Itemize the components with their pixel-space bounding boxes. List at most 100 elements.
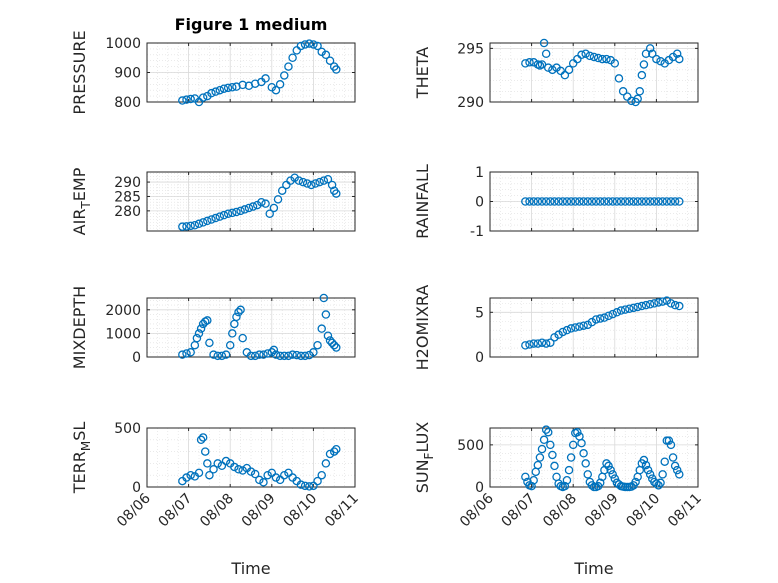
data-point [194, 219, 204, 229]
data-point [209, 350, 218, 359]
data-point [583, 197, 593, 206]
data-point [543, 63, 553, 72]
data-point [284, 468, 293, 478]
y-axis-label-part: EMP [70, 167, 89, 201]
data-point [554, 330, 563, 339]
x-tick-label: 08/11 [322, 491, 362, 531]
y-axis-label: AIRTEMP [70, 167, 93, 235]
data-point [670, 300, 680, 310]
data-point [645, 470, 655, 479]
data-point [238, 466, 247, 475]
x-tick-label: 08/06 [457, 490, 497, 530]
y-axis-label: PRESSURE [70, 30, 89, 114]
data-point [658, 197, 667, 206]
data-point [645, 44, 655, 53]
data-point [246, 467, 256, 476]
y-axis-label-part: LUX [413, 422, 432, 453]
y-axis-label: THETA [413, 47, 432, 99]
y-tick-label: 5 [475, 305, 484, 321]
data-point [217, 461, 227, 471]
data-point [610, 474, 620, 483]
data-point [616, 197, 626, 206]
data-point [250, 469, 260, 479]
y-tick-label: 2000 [105, 303, 141, 319]
data-point [537, 444, 547, 454]
data-point [660, 457, 669, 466]
data-point [598, 54, 607, 64]
data-point [219, 84, 229, 93]
data-point [325, 56, 335, 65]
data-point [633, 302, 642, 312]
data-point [654, 298, 663, 307]
data-point [650, 299, 659, 308]
data-point [631, 477, 640, 487]
data-point [600, 313, 609, 322]
data-point [654, 197, 663, 206]
y-axis-label-part: SUN [413, 459, 432, 493]
data-point [606, 465, 615, 475]
data-point [302, 179, 312, 188]
data-point [562, 325, 572, 335]
data-point [230, 462, 239, 472]
data-point [641, 300, 651, 310]
data-point [652, 54, 661, 64]
y-tick-label: 0 [475, 480, 484, 496]
data-point [215, 212, 225, 221]
data-point [300, 351, 310, 361]
data-point [325, 449, 335, 459]
data-point [332, 65, 341, 74]
data-point [219, 210, 229, 220]
data-point [577, 438, 586, 448]
chart-theta: 290 295 THETA [413, 38, 699, 111]
data-point [612, 197, 622, 206]
data-point [296, 480, 306, 489]
data-point [203, 216, 212, 226]
data-point [313, 476, 322, 486]
data-point [583, 470, 593, 479]
data-point [562, 476, 572, 485]
data-point [527, 481, 536, 491]
data-point [541, 49, 551, 58]
data-point [643, 465, 653, 475]
data-point [329, 340, 339, 350]
data-point [658, 297, 667, 306]
data-point [263, 349, 272, 358]
data-point [265, 209, 274, 218]
data-point [614, 74, 624, 83]
data-point [666, 197, 676, 206]
data-point [182, 222, 191, 231]
data-point [573, 427, 582, 437]
data-point [675, 197, 684, 206]
data-point [529, 476, 538, 485]
data-point [269, 345, 279, 355]
data-point [595, 478, 605, 488]
data-point [234, 307, 243, 317]
data-point [271, 85, 281, 95]
data-point [246, 351, 256, 361]
chart-sun-flux: 0 500 08/06 08/07 08/08 08/09 08/10 08/11 SUNFLU… [413, 422, 705, 531]
data-point [577, 50, 586, 60]
data-point [319, 293, 329, 303]
x-axis-label-left: Time [230, 559, 270, 578]
data-point [543, 427, 553, 437]
y-tick-label: 0 [132, 480, 141, 496]
data-point [645, 300, 655, 309]
data-point [541, 425, 551, 434]
data-point [550, 461, 559, 471]
data-point [190, 220, 200, 230]
data-point [217, 351, 227, 361]
data-point [541, 197, 551, 206]
y-tick-label: 0 [475, 350, 484, 366]
data-point [236, 206, 245, 216]
data-point [602, 459, 611, 468]
data-point [546, 338, 555, 347]
data-point [550, 333, 559, 342]
data-point [587, 197, 597, 206]
data-point [647, 49, 657, 58]
data-point [566, 453, 576, 462]
data-point [315, 177, 324, 187]
data-point [608, 309, 617, 319]
x-tick-label: 08/07 [156, 491, 196, 531]
data-point [221, 456, 231, 466]
data-point [587, 317, 597, 327]
